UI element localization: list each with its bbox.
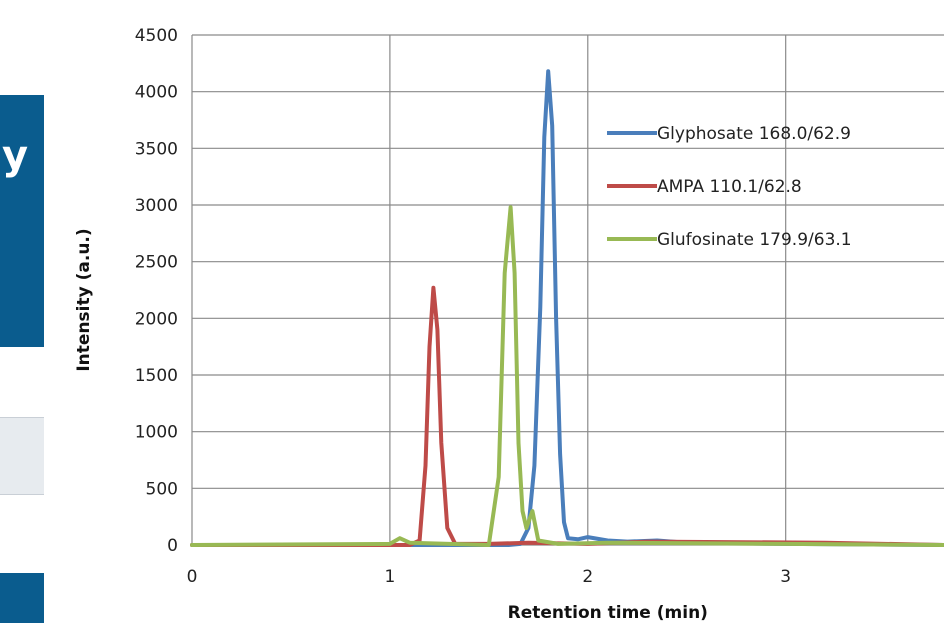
table-header-text: y <box>2 133 29 179</box>
table-panel-fragment: y <box>0 0 44 623</box>
gridlines <box>191 34 944 546</box>
y-tick-label: 4000 <box>135 83 178 103</box>
series-lines <box>190 69 944 547</box>
y-tick-label: 0 <box>167 536 178 556</box>
y-tick-label: 4500 <box>135 26 178 46</box>
x-tick-label: 2 <box>582 567 593 587</box>
table-header: y <box>0 95 44 347</box>
table-footer <box>0 573 44 623</box>
x-axis-ticks: 0 1 2 3 <box>187 567 792 587</box>
legend: Glyphosate 168.0/62.9 AMPA 110.1/62.8 Gluf… <box>607 124 852 250</box>
y-tick-label: 1500 <box>135 366 178 386</box>
chromatogram-chart: 0 500 1000 1500 2000 2500 3000 3500 4000 4500 0 1 2… <box>74 26 944 623</box>
y-tick-label: 1000 <box>135 423 178 443</box>
x-tick-label: 3 <box>780 567 791 587</box>
x-tick-label: 0 <box>187 567 198 587</box>
table-row <box>0 495 44 573</box>
legend-label: AMPA 110.1/62.8 <box>657 177 802 197</box>
table-row <box>0 347 44 418</box>
x-tick-label: 1 <box>384 567 395 587</box>
y-tick-label: 3500 <box>135 139 178 159</box>
legend-label: Glyphosate 168.0/62.9 <box>657 124 851 144</box>
y-tick-label: 2500 <box>135 253 178 273</box>
x-axis-title: Retention time (min) <box>508 603 708 623</box>
y-tick-label: 2000 <box>135 309 178 329</box>
y-tick-label: 3000 <box>135 196 178 216</box>
legend-label: Glufosinate 179.9/63.1 <box>657 230 852 250</box>
y-tick-label: 500 <box>146 479 178 499</box>
y-axis-title: Intensity (a.u.) <box>74 228 94 371</box>
y-axis-ticks: 0 500 1000 1500 2000 2500 3000 3500 4000 4500 <box>135 26 178 556</box>
table-row <box>0 418 44 495</box>
series-line-3 <box>190 205 944 547</box>
series-line-2 <box>190 285 944 547</box>
